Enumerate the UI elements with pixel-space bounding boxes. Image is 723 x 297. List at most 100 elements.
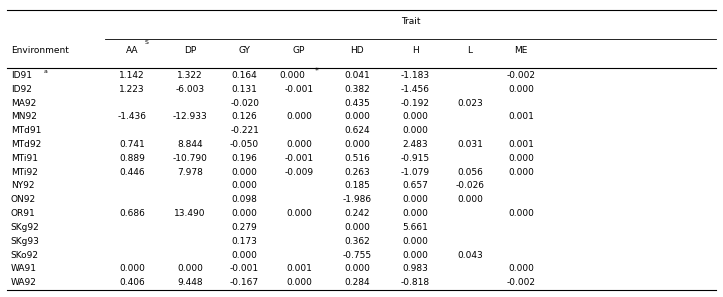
Text: ON92: ON92 — [11, 195, 36, 204]
Text: AA: AA — [126, 47, 138, 56]
Text: 0.000: 0.000 — [119, 264, 145, 274]
Text: MTi91: MTi91 — [11, 154, 38, 163]
Text: 0.000: 0.000 — [403, 237, 428, 246]
Text: 0.624: 0.624 — [344, 126, 370, 135]
Text: 0.056: 0.056 — [457, 168, 483, 177]
Text: -0.818: -0.818 — [401, 278, 430, 287]
Text: 0.000: 0.000 — [286, 140, 312, 149]
Text: -0.002: -0.002 — [506, 71, 536, 80]
Text: 0.000: 0.000 — [403, 195, 428, 204]
Text: 0.041: 0.041 — [344, 71, 370, 80]
Text: 0.657: 0.657 — [403, 181, 428, 190]
Text: 0.000: 0.000 — [508, 209, 534, 218]
Text: -0.221: -0.221 — [230, 126, 259, 135]
Text: 0.001: 0.001 — [286, 264, 312, 274]
Text: 0.435: 0.435 — [344, 99, 370, 108]
Text: 5.661: 5.661 — [403, 223, 428, 232]
Text: OR91: OR91 — [11, 209, 35, 218]
Text: 0.000: 0.000 — [344, 223, 370, 232]
Text: SKo92: SKo92 — [11, 251, 39, 260]
Text: 0.000: 0.000 — [231, 209, 257, 218]
Text: 0.000: 0.000 — [177, 264, 203, 274]
Text: 7.978: 7.978 — [177, 168, 203, 177]
Text: DP: DP — [184, 47, 196, 56]
Text: -0.026: -0.026 — [455, 181, 484, 190]
Text: 0.516: 0.516 — [344, 154, 370, 163]
Text: 0.000: 0.000 — [457, 195, 483, 204]
Text: -0.020: -0.020 — [230, 99, 259, 108]
Text: 0.000: 0.000 — [279, 71, 305, 80]
Text: 0.001: 0.001 — [508, 140, 534, 149]
Text: -6.003: -6.003 — [176, 85, 205, 94]
Text: 0.185: 0.185 — [344, 181, 370, 190]
Text: 0.000: 0.000 — [231, 168, 257, 177]
Text: H: H — [412, 47, 419, 56]
Text: MTi92: MTi92 — [11, 168, 38, 177]
Text: MN92: MN92 — [11, 112, 37, 121]
Text: 0.446: 0.446 — [119, 168, 145, 177]
Text: 0.382: 0.382 — [344, 85, 370, 94]
Text: ME: ME — [514, 47, 528, 56]
Text: -0.001: -0.001 — [285, 154, 314, 163]
Text: GP: GP — [293, 47, 305, 56]
Text: 0.889: 0.889 — [119, 154, 145, 163]
Text: 13.490: 13.490 — [174, 209, 206, 218]
Text: 0.031: 0.031 — [457, 140, 483, 149]
Text: MTd91: MTd91 — [11, 126, 41, 135]
Text: SKg92: SKg92 — [11, 223, 40, 232]
Text: 1.322: 1.322 — [177, 71, 203, 80]
Text: MTd92: MTd92 — [11, 140, 41, 149]
Text: -0.167: -0.167 — [230, 278, 259, 287]
Text: ID92: ID92 — [11, 85, 32, 94]
Text: *: * — [315, 67, 319, 76]
Text: 0.196: 0.196 — [231, 154, 257, 163]
Text: 0.131: 0.131 — [231, 85, 257, 94]
Text: 2.483: 2.483 — [403, 140, 428, 149]
Text: -0.915: -0.915 — [401, 154, 430, 163]
Text: -1.183: -1.183 — [401, 71, 430, 80]
Text: -0.050: -0.050 — [230, 140, 259, 149]
Text: 0.043: 0.043 — [457, 251, 483, 260]
Text: 0.023: 0.023 — [457, 99, 483, 108]
Text: 0.279: 0.279 — [231, 223, 257, 232]
Text: 0.000: 0.000 — [403, 126, 428, 135]
Text: -0.001: -0.001 — [230, 264, 259, 274]
Text: 0.000: 0.000 — [403, 209, 428, 218]
Text: -1.456: -1.456 — [401, 85, 430, 94]
Text: 0.686: 0.686 — [119, 209, 145, 218]
Text: -0.755: -0.755 — [343, 251, 372, 260]
Text: 8.844: 8.844 — [177, 140, 203, 149]
Text: -0.001: -0.001 — [285, 85, 314, 94]
Text: 0.000: 0.000 — [508, 154, 534, 163]
Text: -0.002: -0.002 — [506, 278, 536, 287]
Text: Environment: Environment — [11, 47, 69, 56]
Text: a: a — [43, 69, 47, 75]
Text: 0.284: 0.284 — [344, 278, 370, 287]
Text: SKg93: SKg93 — [11, 237, 40, 246]
Text: 0.000: 0.000 — [508, 85, 534, 94]
Text: HD: HD — [351, 47, 364, 56]
Text: 1.142: 1.142 — [119, 71, 145, 80]
Text: 0.983: 0.983 — [403, 264, 428, 274]
Text: 0.000: 0.000 — [231, 251, 257, 260]
Text: WA91: WA91 — [11, 264, 37, 274]
Text: -1.436: -1.436 — [117, 112, 147, 121]
Text: -0.009: -0.009 — [285, 168, 314, 177]
Text: 0.098: 0.098 — [231, 195, 257, 204]
Text: NY92: NY92 — [11, 181, 34, 190]
Text: 0.000: 0.000 — [286, 278, 312, 287]
Text: -1.079: -1.079 — [401, 168, 430, 177]
Text: GY: GY — [239, 47, 251, 56]
Text: 0.000: 0.000 — [344, 140, 370, 149]
Text: ID91: ID91 — [11, 71, 32, 80]
Text: 0.406: 0.406 — [119, 278, 145, 287]
Text: -0.192: -0.192 — [401, 99, 430, 108]
Text: MA92: MA92 — [11, 99, 36, 108]
Text: 0.263: 0.263 — [344, 168, 370, 177]
Text: 0.242: 0.242 — [344, 209, 370, 218]
Text: 0.000: 0.000 — [403, 251, 428, 260]
Text: WA92: WA92 — [11, 278, 37, 287]
Text: 1.223: 1.223 — [119, 85, 145, 94]
Text: S: S — [145, 40, 148, 45]
Text: L: L — [467, 47, 472, 56]
